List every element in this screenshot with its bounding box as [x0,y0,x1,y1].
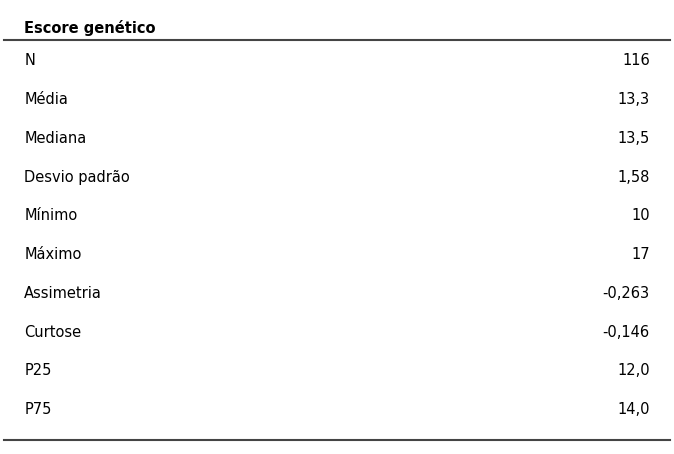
Text: Assimetria: Assimetria [24,286,102,301]
Text: 14,0: 14,0 [617,402,650,417]
Text: 10: 10 [632,208,650,223]
Text: 116: 116 [622,53,650,68]
Text: Escore genético: Escore genético [24,20,156,36]
Text: 13,3: 13,3 [618,92,650,107]
Text: Mínimo: Mínimo [24,208,78,223]
Text: P25: P25 [24,363,51,378]
Text: -0,263: -0,263 [603,286,650,301]
Text: 12,0: 12,0 [617,363,650,378]
Text: N: N [24,53,35,68]
Text: -0,146: -0,146 [603,325,650,340]
Text: 1,58: 1,58 [617,169,650,184]
Text: Desvio padrão: Desvio padrão [24,169,130,184]
Text: Máximo: Máximo [24,247,82,262]
Text: 13,5: 13,5 [617,131,650,146]
Text: Mediana: Mediana [24,131,86,146]
Text: Curtose: Curtose [24,325,82,340]
Text: P75: P75 [24,402,51,417]
Text: 17: 17 [632,247,650,262]
Text: Média: Média [24,92,68,107]
